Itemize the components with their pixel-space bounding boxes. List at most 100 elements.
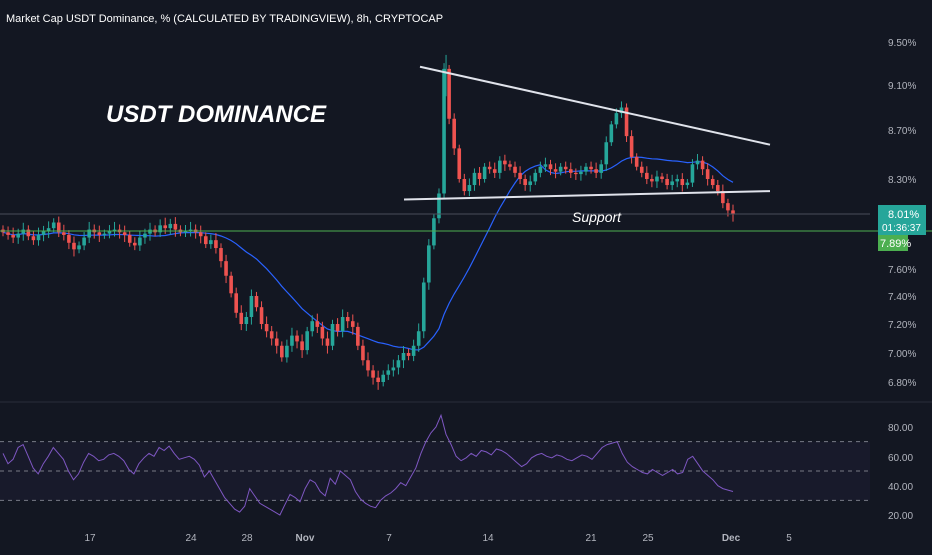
- candle-body: [305, 331, 309, 351]
- candle-body: [87, 229, 91, 238]
- candle-body: [685, 182, 690, 186]
- support-price-badge[interactable]: 7.89%: [878, 235, 911, 251]
- candle-body: [401, 353, 406, 361]
- last-price-value: 8.01%: [888, 209, 919, 221]
- candle-body: [411, 345, 416, 356]
- candle-body: [645, 172, 649, 179]
- candle-body: [492, 169, 497, 173]
- candle-body: [264, 324, 269, 332]
- chart-title: Market Cap USDT Dominance, % (CALCULATED…: [6, 13, 443, 25]
- candle-body: [533, 172, 538, 182]
- candle-body: [523, 179, 527, 186]
- candle-body: [345, 317, 350, 322]
- candle-body: [6, 232, 10, 235]
- candle-body: [138, 237, 142, 246]
- candle-body: [107, 231, 112, 234]
- last-price-badge[interactable]: 8.01% 01:36:37: [878, 205, 926, 235]
- candle-body: [224, 261, 228, 276]
- candle-body: [675, 179, 680, 182]
- candle-body: [396, 360, 401, 368]
- candle-body: [203, 236, 208, 245]
- price-axis-tick: 6.80%: [888, 378, 916, 389]
- candle-body: [21, 229, 26, 234]
- candle-body: [269, 331, 274, 339]
- candle-body: [528, 181, 533, 186]
- time-axis-tick: 24: [185, 533, 197, 544]
- rsi-axis-tick: 60.00: [888, 453, 913, 464]
- candle-body: [26, 229, 31, 237]
- candle-body: [16, 233, 21, 238]
- candle-body: [599, 164, 603, 173]
- candle-body: [285, 345, 289, 358]
- candle-body: [315, 321, 320, 327]
- candle-body: [127, 234, 132, 243]
- candle-body: [624, 107, 629, 137]
- candle-body: [619, 107, 624, 114]
- candle-body: [518, 172, 522, 179]
- candle-body: [538, 166, 543, 173]
- price-axis-tick: 9.10%: [888, 81, 916, 92]
- candle-body: [330, 324, 335, 346]
- candle-body: [391, 367, 396, 371]
- rsi-axis-tick: 80.00: [888, 423, 913, 434]
- candle-body: [46, 228, 51, 231]
- candle-body: [335, 324, 340, 332]
- candle-body: [574, 172, 578, 175]
- candle-body: [457, 148, 462, 179]
- candle-body: [584, 166, 588, 172]
- candle-body: [655, 176, 659, 182]
- candle-body: [41, 231, 46, 235]
- candle-body: [62, 232, 66, 235]
- time-axis-tick: 28: [241, 533, 253, 544]
- candle-body: [690, 164, 695, 183]
- price-axis-tick: 9.50%: [888, 38, 916, 49]
- candle-body: [487, 166, 492, 170]
- candle-body: [629, 136, 634, 157]
- candle-body: [543, 164, 548, 167]
- candle-body: [133, 242, 137, 246]
- time-axis-tick: Nov: [296, 533, 315, 544]
- support-price-value: 7.89%: [880, 238, 911, 250]
- time-axis-tick: 7: [386, 533, 392, 544]
- candle-body: [366, 360, 370, 371]
- candle-body: [249, 296, 254, 317]
- time-axis-tick: 21: [585, 533, 597, 544]
- candle-body: [406, 353, 411, 356]
- candle-body: [376, 377, 380, 382]
- candle-body: [56, 222, 61, 233]
- candle-body: [300, 341, 304, 351]
- candle-body: [513, 166, 517, 173]
- time-axis-tick: 25: [642, 533, 654, 544]
- candle-body: [503, 160, 507, 165]
- candle-body: [705, 169, 710, 179]
- candle-body: [340, 317, 345, 332]
- candle-body: [695, 160, 700, 165]
- candle-body: [563, 166, 568, 170]
- candles: [1, 54, 735, 390]
- lower-trendline: [403, 190, 771, 201]
- price-axis-tick: 7.40%: [888, 292, 916, 303]
- candle-body: [548, 164, 553, 170]
- candle-body: [36, 234, 41, 241]
- candle-body: [609, 124, 614, 143]
- candle-body: [234, 293, 238, 313]
- candle-body: [11, 234, 15, 238]
- rsi-axis-tick: 20.00: [888, 511, 913, 522]
- usdt-dominance-heading: USDT DOMINANCE: [106, 101, 327, 128]
- candle-body: [634, 156, 639, 167]
- price-axis-tick: 7.60%: [888, 265, 916, 276]
- candle-body: [462, 179, 467, 192]
- time-axis-tick: 14: [482, 533, 494, 544]
- candle-body: [183, 231, 188, 233]
- candle-body: [239, 312, 244, 324]
- candle-body: [158, 225, 162, 233]
- candle-body: [589, 166, 593, 170]
- candle-body: [447, 68, 451, 119]
- candle-body: [77, 245, 81, 250]
- candle-body: [97, 232, 102, 235]
- candle-body: [614, 113, 619, 125]
- time-axis-tick: 17: [84, 533, 96, 544]
- candle-body: [112, 229, 117, 231]
